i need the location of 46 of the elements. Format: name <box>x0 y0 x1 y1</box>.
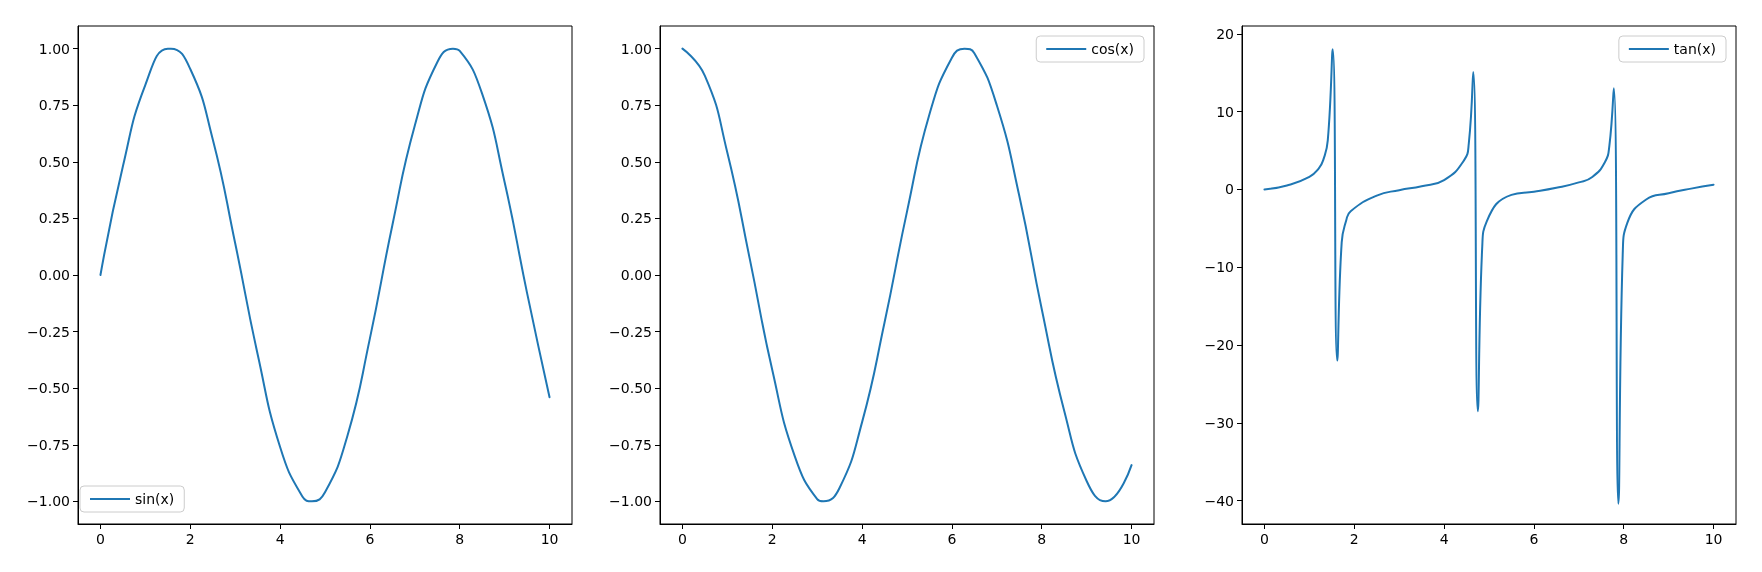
x-tick-label: 8 <box>455 531 465 547</box>
legend-label: tan(x) <box>1673 41 1717 57</box>
y-tick-label: 0.25 <box>620 210 652 227</box>
x-tick-label: 10 <box>540 531 559 547</box>
y-tick-label: −0.50 <box>27 380 70 397</box>
x-tick-label: 2 <box>1349 531 1359 547</box>
y-tick-label: −1.00 <box>609 493 652 510</box>
x-tick-label: 10 <box>1122 531 1141 547</box>
y-tick-label: −10 <box>1204 259 1234 276</box>
x-tick-label: 8 <box>1619 531 1629 547</box>
y-tick-label: −20 <box>1204 337 1234 354</box>
y-tick-label: 20 <box>1216 25 1234 42</box>
y-tick-label: 1.00 <box>38 40 70 57</box>
y-tick-label: 0 <box>1225 181 1234 198</box>
y-tick-label: 0.75 <box>38 97 70 114</box>
x-tick-label: 8 <box>1037 531 1047 547</box>
x-tick-label: 4 <box>1439 531 1449 547</box>
x-tick-label: 6 <box>365 531 375 547</box>
y-tick-label: −40 <box>1204 492 1234 509</box>
y-tick-label: −1.00 <box>27 493 70 510</box>
x-tick-label: 4 <box>857 531 867 547</box>
y-tick-label: −0.75 <box>27 436 70 453</box>
x-tick-label: 6 <box>947 531 957 547</box>
x-tick-label: 2 <box>185 531 195 547</box>
x-tick-label: 10 <box>1704 531 1723 547</box>
y-tick-label: 0.00 <box>620 267 652 283</box>
y-tick-label: 0.25 <box>38 210 70 227</box>
legend-label: sin(x) <box>135 491 175 507</box>
x-tick-label: 0 <box>95 531 105 547</box>
y-tick-label: −0.75 <box>609 436 652 453</box>
legend-label: cos(x) <box>1091 41 1134 57</box>
y-tick-label: −0.25 <box>609 323 652 340</box>
x-tick-label: 2 <box>767 531 777 547</box>
y-tick-label: −30 <box>1204 414 1234 431</box>
y-tick-label: 0.50 <box>38 153 70 170</box>
y-tick-label: 1.00 <box>620 40 652 57</box>
y-tick-label: −0.25 <box>27 323 70 340</box>
x-tick-label: 0 <box>677 531 687 547</box>
y-tick-label: 0.75 <box>620 97 652 114</box>
y-tick-label: 0.50 <box>620 153 652 170</box>
x-tick-label: 6 <box>1529 531 1539 547</box>
y-tick-label: 10 <box>1216 103 1234 120</box>
y-tick-label: 0.00 <box>38 267 70 283</box>
y-tick-label: −0.50 <box>609 380 652 397</box>
x-tick-label: 4 <box>275 531 285 547</box>
x-tick-label: 0 <box>1259 531 1269 547</box>
